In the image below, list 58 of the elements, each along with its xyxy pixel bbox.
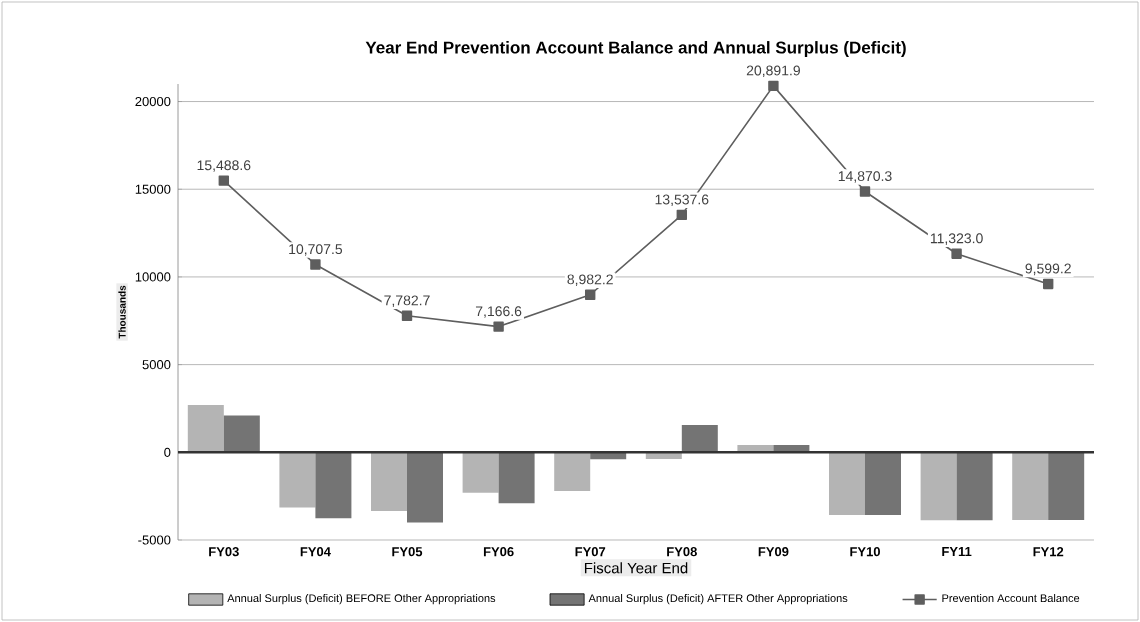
bar: [371, 452, 408, 512]
bar: [187, 404, 224, 453]
bar: [1012, 452, 1049, 521]
y-axis-title: Thousands: [118, 285, 126, 339]
bar: [681, 424, 718, 453]
y-tick-label: 20000: [135, 96, 171, 107]
data-label: 10,707.5: [289, 244, 343, 256]
bar: [920, 452, 957, 521]
legend-label: Annual Surplus (Deficit) AFTER Other Appropriations: [588, 594, 848, 605]
bar: [554, 452, 591, 491]
bar: [1048, 452, 1085, 521]
x-tick-label: FY04: [300, 547, 331, 557]
y-tick-label: 10000: [135, 272, 171, 282]
point: [768, 80, 779, 92]
point: [585, 289, 596, 300]
data-label: 7,782.7: [384, 295, 430, 308]
bar: [407, 452, 443, 523]
bar: [865, 452, 901, 515]
data-label: 14,870.3: [838, 171, 892, 183]
x-axis-title: Fiscal Year End: [584, 562, 688, 574]
bar: [462, 452, 499, 493]
legend-label: Annual Surplus (Deficit) BEFORE Other Appropriations: [227, 594, 496, 605]
data-label: 8,982.2: [567, 274, 613, 286]
y-tick-label: 5000: [142, 360, 171, 370]
x-tick-label: FY09: [758, 547, 789, 557]
y-tick-label: 15000: [135, 184, 171, 194]
data-label: 15,488.6: [197, 160, 251, 172]
point: [951, 248, 962, 259]
bar: [829, 452, 865, 515]
bar: [498, 452, 535, 504]
point: [859, 186, 871, 197]
x-tick-label: FY07: [575, 547, 606, 557]
data-label: 20,891.9: [746, 65, 800, 78]
point: [1043, 278, 1054, 290]
x-tick-label: FY12: [1033, 547, 1064, 557]
bar: [223, 415, 260, 453]
x-tick-label: FY11: [942, 547, 972, 557]
y-tick-label: -5000: [138, 535, 171, 545]
point: [401, 310, 413, 322]
data-label: 9,599.2: [1025, 263, 1071, 276]
data-label: 7,166.6: [475, 306, 522, 318]
bar: [956, 452, 993, 521]
point: [218, 175, 230, 186]
x-tick-label: FY05: [392, 547, 423, 557]
chart-title: Year End Prevention Account Balance and Annual Surplus (Deficit): [365, 41, 906, 57]
point: [676, 209, 687, 221]
data-label: 13,537.6: [655, 194, 709, 207]
bar: [315, 452, 352, 519]
point: [310, 259, 321, 270]
bar: [279, 452, 316, 508]
x-tick-label: FY03: [209, 547, 239, 557]
x-tick-label: FY10: [850, 547, 880, 557]
point: [493, 321, 504, 332]
x-tick-label: FY08: [667, 547, 697, 557]
data-label: 11,323.0: [930, 233, 983, 245]
y-tick-label: 0: [164, 447, 171, 457]
legend-label: Prevention Account Balance: [942, 594, 1080, 603]
x-tick-label: FY06: [483, 547, 514, 557]
